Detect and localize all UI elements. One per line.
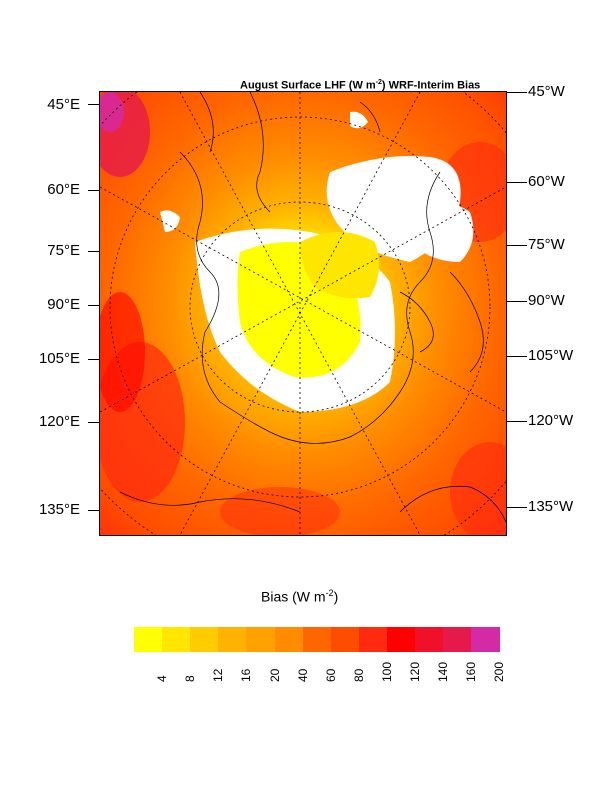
colorbar-swatch [386,627,416,652]
lon-label-left: 60°E [47,181,80,198]
lon-label-right: 75°W [528,236,565,253]
colorbar-swatch [302,627,332,652]
colorbar-label: 20 [267,668,282,682]
colorbar-label: 8 [183,675,198,682]
colorbar-label: 4 [155,675,170,682]
lon-label-left: 120°E [38,413,80,430]
bias-patch-max [100,92,124,132]
colorbar-swatch [162,627,191,652]
low-bias-region [350,111,368,129]
lon-label-right: 60°W [528,173,565,190]
colorbar-swatch [471,627,500,652]
tick-mark [88,104,99,105]
tick-mark [88,251,99,252]
colorbar-label: 12 [211,668,226,682]
bias-patch-high [220,487,340,535]
plot-title: August Surface LHF (W m-2) WRF-Interim B… [240,79,481,92]
colorbar-swatch [415,627,444,652]
colorbar-title: Bias (W m-2) [261,588,339,605]
colorbar-label: 120 [408,661,422,682]
lon-label-left: 135°E [38,501,80,518]
colorbar-label: 60 [323,668,338,682]
colorbar-label: 200 [492,661,507,682]
tick-mark [507,245,527,246]
lon-label-left: 75°E [47,242,80,259]
tick-mark [88,305,99,306]
colorbar-label: 100 [379,661,394,682]
colorbar-swatch [443,627,472,652]
tick-mark [507,507,527,508]
colorbar-swatch [218,627,247,652]
tick-mark [507,92,527,93]
lon-label-right: 90°W [528,292,565,309]
colorbar-label: 16 [239,668,254,682]
tick-mark [507,182,527,183]
colorbar-swatch [358,627,388,652]
graticule [100,92,506,535]
tick-mark [88,510,99,511]
colorbar-swatch [330,627,360,652]
low-bias-region [160,210,180,232]
colorbar-swatch [190,627,219,652]
colorbar-label: 80 [351,668,366,682]
tick-mark [507,421,527,422]
colorbar-swatch [134,627,163,652]
colorbar-swatch [274,627,304,652]
lon-label-left: 90°E [47,296,80,313]
colorbar-label: 140 [436,661,451,682]
low-bias-region [400,198,474,262]
map-panel [99,91,507,536]
bias-patch-high [450,442,506,535]
tick-mark [507,301,527,302]
bias-patch-high [100,292,145,412]
lon-label-right: 135°W [528,498,574,515]
lon-label-left: 105°E [38,350,80,367]
lon-label-left: 45°E [47,96,80,113]
colorbar-label: 40 [295,668,310,682]
tick-mark [507,356,527,357]
low-bias-core [300,232,379,299]
lon-label-right: 105°W [528,347,574,364]
tick-mark [88,422,99,423]
lon-label-right: 45°W [528,83,565,100]
lon-label-right: 120°W [528,412,574,429]
tick-mark [88,359,99,360]
colorbar-swatch [246,627,275,652]
coastline [119,92,506,523]
tick-mark [88,190,99,191]
colorbar-label: 160 [464,661,479,682]
bias-map [100,92,506,535]
